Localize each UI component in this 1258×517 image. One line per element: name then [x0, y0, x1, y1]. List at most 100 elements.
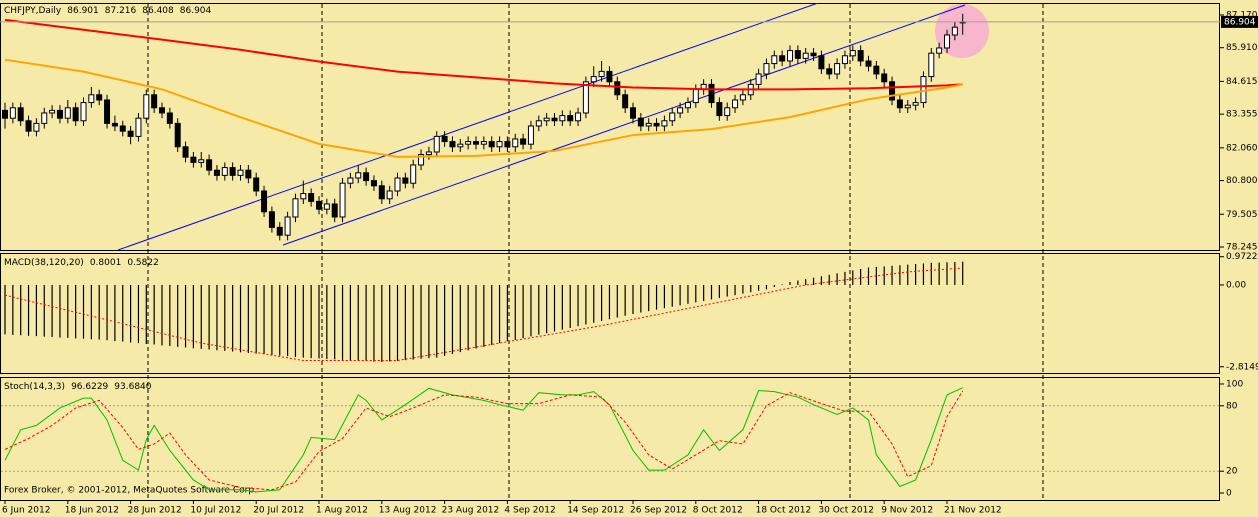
- price-tag-label: 86.904: [1224, 17, 1256, 27]
- x-tick-label: 1 Aug 2012: [316, 506, 368, 516]
- y-tick-label: 80.800: [1226, 176, 1258, 186]
- y-tick-label: -2.8149: [1226, 362, 1258, 372]
- candle-body: [488, 141, 495, 148]
- readout-value: 0.5822: [127, 258, 159, 268]
- candle-body: [41, 112, 48, 124]
- candle-body: [630, 107, 636, 119]
- candle-body: [347, 177, 354, 184]
- candle-body: [637, 117, 644, 127]
- candle-body: [300, 193, 307, 200]
- candle-body: [64, 107, 71, 119]
- candle-body: [944, 34, 950, 49]
- y-tick-label: 0.9722: [1226, 252, 1258, 262]
- candle-body: [802, 52, 809, 59]
- x-tick-label: 4 Sep 2012: [504, 506, 555, 516]
- panel-title: CHFJPY,Daily 86.901 87.216 86.408 86.904: [4, 6, 212, 16]
- moving-average: [4, 18, 963, 91]
- indicator-name: CHFJPY,Daily: [4, 6, 62, 16]
- candle-body: [771, 55, 778, 65]
- candle-body: [857, 50, 864, 62]
- candle-body: [755, 73, 762, 85]
- candle-body: [370, 180, 377, 187]
- candle-body: [135, 117, 142, 137]
- y-tick-label: 84.615: [1226, 77, 1258, 87]
- x-tick-label: 20 Jul 2012: [253, 506, 304, 516]
- candle-body: [787, 50, 793, 62]
- y-tick-label: 0: [1226, 489, 1232, 499]
- period-separators: [147, 4, 1044, 500]
- stoch-line: [4, 390, 964, 491]
- price-tag: [1221, 15, 1258, 28]
- candle-body: [143, 94, 150, 119]
- readout-value: 86.904: [180, 6, 212, 16]
- candle-body: [253, 177, 260, 192]
- candle-body: [496, 141, 503, 148]
- candle-body: [245, 169, 252, 179]
- candle-body: [904, 104, 911, 109]
- candle-body: [261, 190, 268, 213]
- candle-body: [213, 169, 220, 176]
- candle-body: [645, 122, 652, 127]
- candle-body: [708, 83, 715, 104]
- moving-average: [4, 58, 963, 158]
- copyright: Forex Broker, © 2001-2012, MetaQuotes So…: [4, 486, 257, 496]
- candle-body: [355, 172, 362, 179]
- candle-body: [88, 94, 95, 104]
- x-tick-label: 8 Oct 2012: [693, 506, 743, 516]
- x-tick-label: 9 Nov 2012: [881, 506, 933, 516]
- candle-body: [206, 159, 213, 171]
- candle-body: [598, 70, 605, 78]
- candle-body: [276, 226, 283, 236]
- candle-body: [25, 120, 32, 132]
- candle-body: [316, 200, 322, 210]
- y-tick-label: 82.060: [1226, 143, 1258, 153]
- candle-body: [763, 63, 770, 75]
- y-tick-label: 85.910: [1226, 43, 1258, 53]
- candle-body: [826, 68, 833, 75]
- candle-body: [606, 70, 613, 83]
- candle-body: [339, 182, 346, 218]
- candle-body: [292, 198, 299, 218]
- candle-body: [512, 138, 519, 148]
- candle-body: [386, 190, 393, 200]
- candle-body: [394, 177, 401, 192]
- candle-body: [441, 135, 448, 143]
- candle-body: [535, 120, 542, 127]
- candle-body: [480, 141, 487, 145]
- candle-body: [268, 211, 275, 228]
- candle-body: [151, 94, 158, 109]
- candle-body: [433, 135, 440, 153]
- candle-body: [936, 47, 943, 54]
- candle-body: [881, 73, 888, 83]
- candle-body: [928, 52, 935, 78]
- macd-panel-frame: [0, 253, 1220, 374]
- candle-body: [732, 99, 739, 109]
- candle-body: [669, 112, 676, 122]
- price-panel-frame: [0, 3, 1220, 251]
- candle-body: [49, 109, 56, 114]
- candle-body: [402, 177, 409, 184]
- candle-body: [653, 122, 660, 127]
- candle-body: [323, 203, 330, 210]
- candle-body: [724, 107, 731, 117]
- candle-body: [418, 154, 425, 166]
- candle-body: [159, 107, 165, 114]
- x-tick-label: 10 Jul 2012: [190, 506, 241, 516]
- readout-value: 96.6229: [71, 382, 108, 392]
- candle-body: [661, 120, 668, 127]
- candle-body: [567, 115, 574, 122]
- candle-body: [841, 55, 848, 65]
- candle-body: [575, 112, 582, 122]
- y-tick-label: 20: [1226, 467, 1238, 477]
- candle-body: [551, 117, 558, 122]
- candle-body: [582, 81, 589, 114]
- macd-signal: [4, 267, 963, 362]
- x-tick-label: 21 Nov 2012: [944, 506, 1002, 516]
- candle-body: [739, 94, 746, 101]
- x-tick-label: 23 Aug 2012: [442, 506, 500, 516]
- candle-body: [849, 50, 856, 57]
- panel-title: MACD(38,120,20) 0.8001 0.5822: [4, 258, 159, 268]
- readout-value: 87.216: [105, 6, 137, 16]
- y-tick-label: 78.245: [1226, 243, 1258, 253]
